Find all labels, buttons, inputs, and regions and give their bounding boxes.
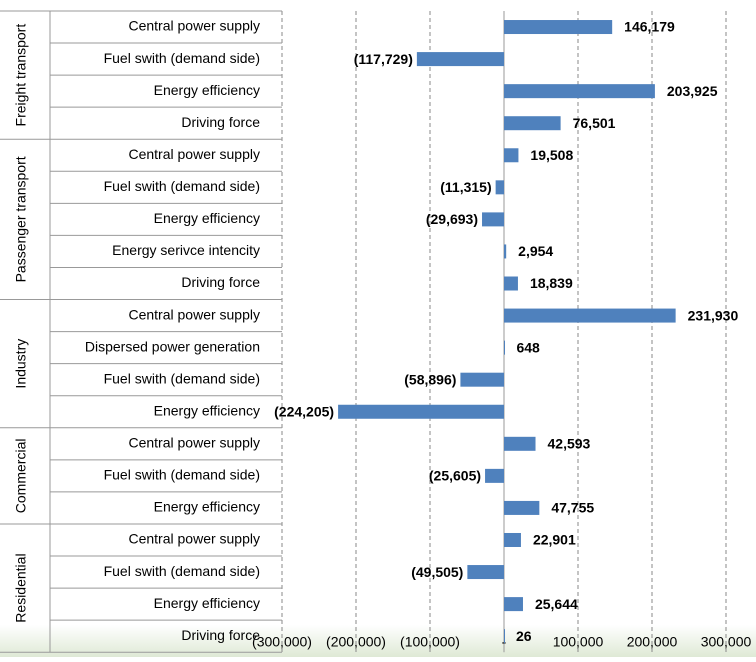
category-label: Central power supply — [128, 306, 260, 322]
category-label: Energy efficiency — [154, 210, 260, 226]
bar — [504, 436, 536, 451]
category-label: Energy efficiency — [154, 499, 260, 515]
group-label: Industry — [13, 339, 29, 389]
group-label: Passenger transport — [13, 156, 29, 282]
bar — [495, 180, 504, 195]
value-label: 231,930 — [688, 307, 739, 323]
value-label: 42,593 — [548, 436, 591, 452]
value-label: 648 — [516, 339, 540, 355]
bar — [416, 52, 504, 67]
category-label: Energy serivce intencity — [112, 242, 260, 258]
category-label: Dispersed power generation — [85, 338, 260, 354]
bar — [504, 84, 655, 99]
value-label: 47,755 — [551, 500, 594, 516]
category-label: Energy efficiency — [154, 402, 260, 418]
category-label: Central power supply — [128, 531, 260, 547]
category-label: Energy efficiency — [154, 595, 260, 611]
category-label: Central power supply — [128, 18, 260, 34]
background-decoration — [0, 625, 756, 657]
x-tick-label: (300,000) — [252, 634, 312, 650]
value-label: 146,179 — [624, 19, 675, 35]
category-label: Fuel swith (demand side) — [104, 178, 260, 194]
value-label: 19,508 — [530, 147, 573, 163]
x-tick-label: 100,000 — [553, 634, 604, 650]
bar — [504, 340, 505, 355]
category-label: Fuel swith (demand side) — [104, 563, 260, 579]
category-label: Central power supply — [128, 146, 260, 162]
category-label: Fuel swith (demand side) — [104, 50, 260, 66]
value-label: (25,605) — [429, 468, 481, 484]
category-label: Fuel swith (demand side) — [104, 467, 260, 483]
value-label: 26 — [516, 628, 532, 644]
group-label: Freight transport — [13, 24, 29, 127]
category-label: Driving force — [181, 114, 260, 130]
value-label: 2,954 — [518, 243, 553, 259]
bar — [460, 372, 504, 387]
category-label: Fuel swith (demand side) — [104, 370, 260, 386]
value-label: 76,501 — [573, 115, 616, 131]
value-label: 203,925 — [667, 83, 718, 99]
group-label: Residential — [13, 553, 29, 622]
value-label: (11,315) — [440, 179, 491, 195]
bar — [504, 500, 540, 515]
category-label: Driving force — [181, 274, 260, 290]
bar — [504, 532, 521, 547]
value-label: 18,839 — [530, 275, 573, 291]
bar — [467, 565, 504, 580]
x-tick-label: (200,000) — [326, 634, 386, 650]
bar — [482, 212, 504, 227]
category-label: Energy efficiency — [154, 82, 260, 98]
bar — [504, 116, 561, 131]
x-tick-label: 200,000 — [627, 634, 678, 650]
bar — [485, 468, 504, 483]
value-label: (58,896) — [404, 371, 456, 387]
value-label: 22,901 — [533, 532, 576, 548]
bar — [504, 276, 518, 291]
bar — [338, 404, 504, 419]
bar — [504, 629, 505, 644]
bar — [504, 244, 507, 259]
x-tick-label: (100,000) — [400, 634, 460, 650]
category-label: Driving force — [181, 627, 260, 643]
bar — [504, 308, 676, 323]
value-label: 25,644 — [535, 596, 578, 612]
value-label: (29,693) — [426, 211, 478, 227]
x-tick-label: 300,000 — [701, 634, 752, 650]
group-label: Commercial — [13, 439, 29, 514]
value-label: (224,205) — [274, 403, 334, 419]
category-label: Central power supply — [128, 435, 260, 451]
bar — [504, 148, 519, 163]
bar — [504, 20, 613, 35]
value-label: (49,505) — [411, 564, 463, 580]
value-label: (117,729) — [354, 51, 413, 67]
bar — [504, 597, 523, 612]
